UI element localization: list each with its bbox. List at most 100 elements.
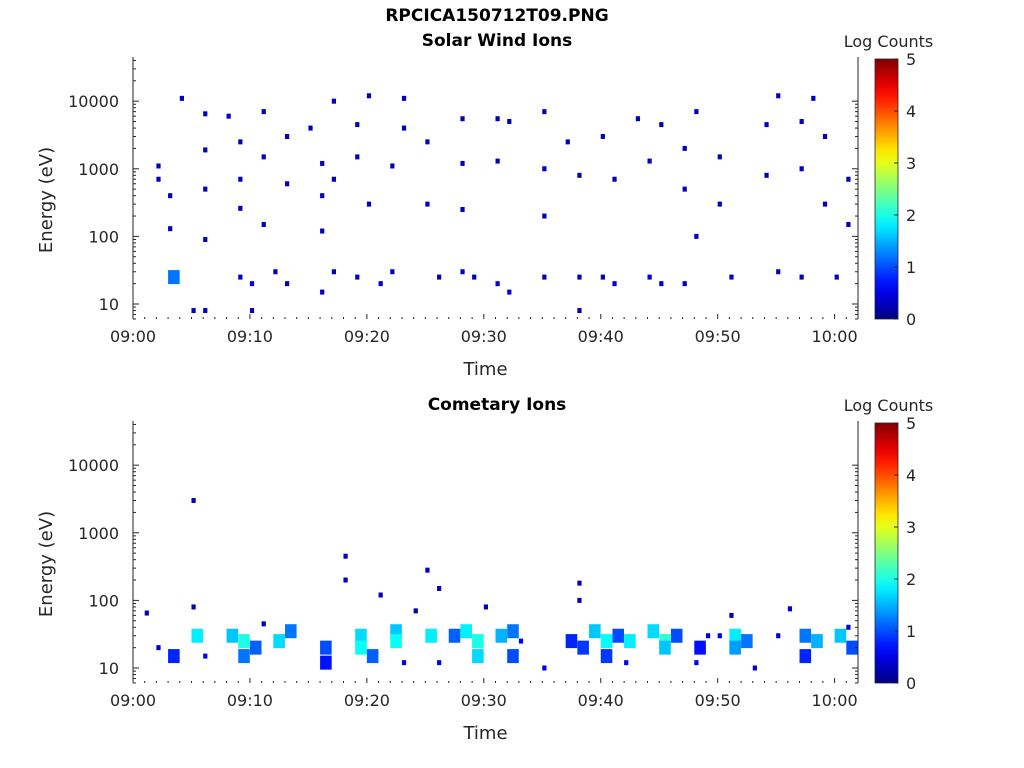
data-cell [659, 122, 664, 128]
data-cell [577, 172, 582, 178]
colorbar-tick-label: 1 [906, 622, 916, 641]
data-cell [203, 111, 208, 117]
data-cell [495, 116, 500, 122]
y-tick-label: 10000 [68, 456, 119, 475]
data-cell [437, 274, 442, 280]
data-cell [285, 624, 297, 639]
x-tick-label: 09:20 [344, 327, 390, 346]
x-tick-label: 09:40 [578, 691, 624, 710]
colorbar-tick-label: 2 [906, 570, 916, 589]
data-cell [518, 638, 524, 644]
colorbar-tick-label: 0 [906, 310, 916, 329]
data-cell [226, 628, 239, 643]
data-cell [507, 289, 512, 295]
data-cell [285, 134, 290, 140]
x-tick-label: 09:40 [578, 327, 624, 346]
data-cell [238, 634, 250, 649]
data-cell [682, 186, 687, 192]
y-tick-label: 100 [88, 591, 119, 610]
data-cell [355, 628, 367, 643]
data-cell [729, 628, 741, 643]
data-cell [729, 612, 734, 618]
data-cell [401, 660, 407, 666]
x-tick-label: 09:50 [695, 691, 741, 710]
data-cell [717, 201, 722, 207]
data-cell [238, 139, 243, 145]
data-cell [460, 116, 465, 122]
data-cell [156, 163, 161, 169]
data-cell [320, 193, 325, 199]
data-cell [320, 289, 325, 295]
data-cell [694, 640, 706, 655]
data-cell [846, 176, 851, 182]
data-cell [717, 154, 722, 160]
data-cell [355, 274, 360, 280]
data-cell [460, 206, 465, 212]
data-cell [203, 147, 208, 153]
data-cell [308, 125, 313, 131]
data-cell [659, 281, 664, 287]
data-cell [647, 274, 652, 280]
data-cell [390, 624, 402, 639]
x-tick-label: 09:00 [110, 327, 156, 346]
data-cell [355, 640, 367, 655]
colorbar [874, 58, 899, 320]
data-cell [717, 633, 722, 639]
data-cell [425, 139, 430, 145]
colorbar-tick-label: 3 [906, 518, 916, 537]
data-cell [355, 154, 360, 160]
data-cell [659, 640, 671, 655]
data-cell [366, 201, 372, 207]
data-cell [822, 201, 828, 207]
data-cell [495, 281, 500, 287]
data-cell [542, 213, 547, 219]
panel-title-solar-wind: Solar Wind Ions [421, 31, 573, 51]
data-cell [577, 640, 589, 655]
data-cell [483, 604, 489, 610]
x-tick-label: 09:50 [695, 327, 741, 346]
data-cell [624, 634, 636, 649]
data-cell [799, 119, 804, 125]
figure-title: RPCICA150712T09.PNG [385, 6, 609, 26]
data-cell [203, 186, 208, 192]
data-cell [565, 139, 570, 145]
data-cell [705, 633, 711, 639]
data-cell [799, 166, 804, 172]
data-cell [203, 653, 208, 659]
data-cell [495, 158, 500, 164]
data-cell [600, 634, 613, 649]
data-cell [238, 274, 243, 280]
data-cell [390, 634, 402, 649]
data-cell [589, 624, 601, 639]
data-cell [425, 628, 437, 643]
colorbar-tick-label: 3 [906, 154, 916, 173]
y-tick-label: 1000 [78, 160, 119, 179]
data-cell [273, 634, 285, 649]
data-cell [355, 122, 360, 128]
data-cell [437, 660, 442, 666]
data-cell [203, 236, 208, 242]
data-cell [472, 649, 484, 664]
x-tick-label: 09:20 [344, 691, 390, 710]
data-cell [846, 221, 851, 227]
y-tick-label: 10000 [68, 92, 119, 111]
data-cell [507, 649, 519, 664]
data-cell [285, 181, 290, 187]
colorbar-tick-label: 1 [906, 258, 916, 277]
x-tick-label: 10:00 [812, 327, 858, 346]
data-cell [144, 610, 149, 616]
data-cell [401, 95, 407, 101]
colorbar-label: Log Counts [844, 396, 934, 415]
data-cell [577, 308, 582, 314]
y-tick-label: 1000 [78, 524, 119, 543]
data-cell [249, 640, 262, 655]
data-cell [834, 274, 839, 280]
data-cell [647, 624, 660, 639]
data-cell [378, 592, 383, 598]
colorbar-label: Log Counts [844, 32, 934, 51]
data-cell [390, 163, 395, 169]
data-cell [612, 281, 617, 287]
data-cell [168, 193, 173, 199]
data-cell [238, 649, 250, 664]
colorbar-tick-label: 4 [906, 102, 916, 121]
